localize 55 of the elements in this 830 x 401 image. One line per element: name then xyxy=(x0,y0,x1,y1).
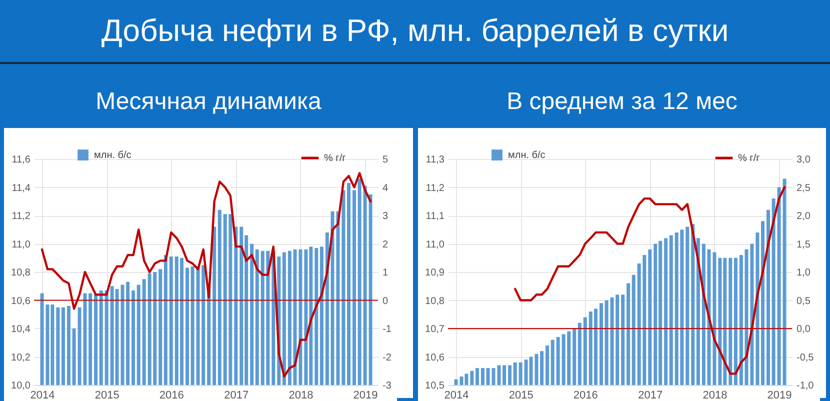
y-tick-label: 10,7 xyxy=(425,324,445,335)
x-tick-label: 2015 xyxy=(94,390,120,401)
y-tick-label: 11,3 xyxy=(426,154,445,166)
legend-label: млн. б/с xyxy=(508,150,546,161)
y-tick-label: 10,2 xyxy=(11,352,31,364)
y-tick-label: 11,0 xyxy=(12,239,31,250)
chart-title: Добыча нефти в РФ, млн. баррелей в сутки xyxy=(0,0,830,64)
legend-label: млн. б/с xyxy=(94,150,132,161)
y-tick-label: 11,2 xyxy=(426,182,445,194)
y-tick-label: 10,6 xyxy=(11,296,31,307)
legend-label: % г/г xyxy=(324,153,346,164)
y2-tick-label: 2,5 xyxy=(796,182,811,194)
y2-tick-label: 2,0 xyxy=(796,211,811,222)
y2-tick-label: 4 xyxy=(382,182,388,194)
x-tick-label: 2016 xyxy=(159,390,184,401)
y2-tick-label: -1,0 xyxy=(796,380,814,392)
y2-tick-label: 3,0 xyxy=(796,154,811,166)
x-tick-label: 2016 xyxy=(573,390,598,401)
x-tick-label: 2015 xyxy=(508,390,534,401)
x-tick-label: 2014 xyxy=(30,390,55,401)
y-tick-label: 10,9 xyxy=(425,268,445,278)
y-tick-label: 10,8 xyxy=(425,296,445,307)
y2-tick-label: 5 xyxy=(382,154,388,166)
y2-tick-label: 1 xyxy=(382,268,388,278)
y2-tick-label: 0,5 xyxy=(796,296,811,307)
chart-subtitle: Месячная динамика xyxy=(94,87,322,117)
y2-tick-label: 2 xyxy=(382,239,388,250)
y2-tick-label: -2 xyxy=(382,352,392,364)
x-tick-label: 2014 xyxy=(444,390,469,401)
y2-tick-label: -1 xyxy=(382,324,392,335)
y2-tick-label: 0,0 xyxy=(796,324,811,335)
y-tick-label: 11,2 xyxy=(12,211,31,222)
y-tick-label: 10,5 xyxy=(425,380,445,392)
y2-tick-label: 1,5 xyxy=(796,239,811,250)
chart-subtitle: В среднем за 12 мес xyxy=(506,87,738,117)
y-tick-label: 10,6 xyxy=(425,352,445,364)
y-tick-label: 11,0 xyxy=(426,239,445,250)
x-tick-label: 2017 xyxy=(638,390,663,401)
y-tick-label: 11,6 xyxy=(12,154,31,166)
y-tick-label: 10,0 xyxy=(11,380,31,392)
y2-tick-label: 0 xyxy=(382,296,388,307)
x-tick-label: 2017 xyxy=(224,390,249,401)
x-tick-label: 2019 xyxy=(353,390,378,401)
legend-label: % г/г xyxy=(738,153,760,164)
y-tick-label: 11,1 xyxy=(426,211,445,222)
y-tick-label: 11,4 xyxy=(12,182,31,194)
y2-tick-label: 1,0 xyxy=(796,268,811,278)
y-tick-label: 10,4 xyxy=(11,324,31,335)
x-tick-label: 2019 xyxy=(767,390,792,401)
y-tick-label: 10,8 xyxy=(11,268,31,278)
x-tick-label: 2018 xyxy=(702,390,728,401)
x-tick-label: 2018 xyxy=(288,390,314,401)
y2-tick-label: -3 xyxy=(382,380,392,392)
y2-tick-label: -0,5 xyxy=(796,352,814,364)
y2-tick-label: 3 xyxy=(382,211,388,222)
